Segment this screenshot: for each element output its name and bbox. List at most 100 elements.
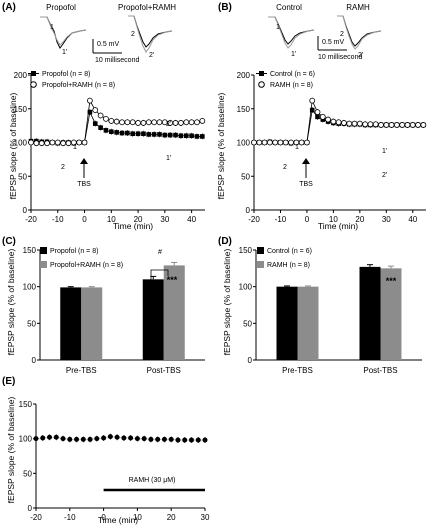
chart-d: 0 50 100 150 Pre-TBS Post-TBS fEPSP slope (% … — [222, 246, 422, 375]
chart-c-bracket-label: # — [158, 249, 162, 256]
chart-d-ytick-label: 50 — [243, 319, 252, 328]
chart-e-point-dot — [188, 437, 194, 443]
chart-a-point-circle — [33, 140, 40, 147]
trace-a-label-1: 1 — [50, 24, 54, 31]
chart-a-point-circle — [124, 119, 131, 126]
chart-e-point-dot — [53, 434, 59, 440]
trace-a-right-2p — [128, 15, 173, 53]
chart-a-point-circle — [76, 139, 83, 146]
chart-e-xlabel: Time (min) — [98, 515, 138, 525]
chart-b-point-circle — [251, 139, 257, 146]
chart-c-bar — [60, 287, 82, 360]
chart-a-legend-label-1: Propofol (n = 8) — [42, 71, 90, 78]
chart-d-legend-label-2: RAMH (n = 8) — [267, 262, 310, 269]
chart-e-xtick-label: -10 — [64, 513, 76, 522]
chart-a-point-circle — [172, 120, 179, 126]
chart-e-ytick-label: 150 — [19, 400, 33, 409]
chart-b-ytick-label: 200 — [237, 71, 251, 80]
chart-a-point-circle — [103, 115, 109, 122]
chart-a-legend-marker-2 — [30, 81, 37, 88]
chart-a-xtick-label: -20 — [25, 215, 37, 224]
chart-a-point-square — [109, 129, 114, 134]
chart-b-xtick-label: 0 — [305, 215, 310, 224]
scale-a-time: 10 millisecond — [95, 57, 139, 64]
chart-a-point-square — [183, 133, 189, 139]
chart-e-point-dot — [67, 436, 73, 442]
scale-a-voltage: 0.5 mV — [97, 41, 120, 48]
chart-a-point-circle — [38, 140, 45, 147]
traces-a: Propofol Propofol+RAMH 1 1' 2 2' 0.5 mV … — [40, 3, 176, 64]
chart-b-point-circle — [372, 121, 379, 128]
chart-a-xtick-label: 30 — [160, 215, 169, 224]
chart-b-marks — [251, 97, 427, 147]
chart-b-tbs-arrow-head — [302, 158, 310, 164]
chart-b-point-circle — [367, 121, 374, 128]
chart-a-tbs-label: TBS — [77, 181, 91, 188]
chart-a-ytick-label: 100 — [14, 139, 28, 148]
chart-d-ytick-label: 100 — [239, 283, 253, 292]
chart-a-point-square — [189, 133, 194, 139]
chart-b-ytick-label: 150 — [237, 105, 251, 114]
chart-a-marks — [28, 97, 206, 147]
chart-c-legend-label-1: Propofol (n = 8) — [50, 248, 98, 255]
chart-a-point-square — [200, 134, 205, 139]
chart-a-point-square — [146, 132, 152, 137]
chart-a-axes: 0 50 100 150 200 -20 -10 0 10 20 30 40 — [14, 71, 205, 224]
chart-b-xtick-label: 20 — [355, 215, 364, 224]
chart-e-xtick-label: 0 — [101, 513, 106, 522]
chart-b-ytick-label: 0 — [246, 206, 251, 215]
chart-a-point-circle — [54, 139, 61, 146]
chart-a-series-1-line — [31, 110, 203, 144]
chart-c-category-label: Post-TBS — [147, 366, 181, 375]
trace-condition-propofol-ramh: Propofol+RAMH — [118, 3, 176, 12]
chart-e-xtick-label: 20 — [167, 513, 176, 522]
chart-b-point-circle — [304, 139, 310, 146]
chart-d-category-label: Pre-TBS — [282, 366, 313, 375]
trace-a-label-2: 2 — [131, 31, 135, 38]
chart-d-ytick-label: 150 — [239, 246, 253, 255]
chart-a-point-square — [167, 132, 173, 138]
chart-a-point-circle — [178, 120, 184, 126]
chart-a-mark-2p: 2' — [166, 121, 171, 128]
chart-a-point-square — [141, 131, 146, 137]
chart-e-point-dot — [60, 436, 66, 442]
chart-a-point-circle — [183, 119, 190, 126]
trace-a-label-1p: 1' — [62, 49, 67, 56]
chart-b: 0 50 100 150 200 -20 -10 0 10 20 30 40 Time (min) f… — [216, 71, 427, 231]
chart-d-stars-ramh: *** — [386, 276, 397, 286]
chart-a-point-circle — [151, 119, 158, 126]
trace-a-left-1p — [40, 16, 87, 46]
chart-e-point-dot — [141, 436, 147, 442]
traces-b: Control RAMH 1 1' 2 2' 0.5 mV 10 millise… — [268, 3, 382, 61]
trace-condition-ramh: RAMH — [346, 3, 370, 12]
chart-d-legend-swatch-1 — [257, 247, 264, 254]
chart-b-point-circle — [393, 122, 400, 128]
trace-b-left-1p — [268, 16, 315, 49]
chart-b-legend-label-1: Control (n = 6) — [270, 71, 315, 78]
panel-label-e: (E) — [2, 376, 15, 387]
chart-c: 0 50 100 150 Pre-TBS Post-TBS fEPSP slope (% … — [6, 246, 205, 375]
chart-a-point-square — [125, 130, 130, 136]
chart-b-xtick-label: 40 — [408, 215, 417, 224]
chart-b-point-circle — [314, 109, 321, 116]
chart-b-point-circle — [266, 139, 273, 146]
chart-a-point-circle — [28, 139, 34, 146]
chart-e-point-dot — [175, 437, 181, 443]
chart-a-mark-1: 1 — [73, 144, 77, 151]
chart-a-point-circle — [113, 118, 120, 125]
chart-d-bar — [297, 286, 319, 360]
chart-a-point-square — [103, 128, 109, 133]
chart-e-point-dot — [128, 435, 134, 441]
chart-a-point-circle — [156, 119, 163, 126]
chart-e-point-dot — [101, 435, 107, 441]
chart-e-point-dot — [168, 436, 174, 442]
chart-c-marks — [60, 261, 185, 360]
panel-label-b: (B) — [218, 2, 232, 13]
chart-b-point-circle — [277, 139, 284, 146]
chart-b-xtick-label: 10 — [329, 215, 338, 224]
chart-b-mark-2p: 2' — [382, 172, 387, 179]
chart-b-xtick-label: -10 — [275, 215, 287, 224]
chart-b-point-circle — [282, 139, 289, 146]
chart-a-point-circle — [81, 139, 88, 146]
chart-a-point-square — [157, 132, 162, 137]
